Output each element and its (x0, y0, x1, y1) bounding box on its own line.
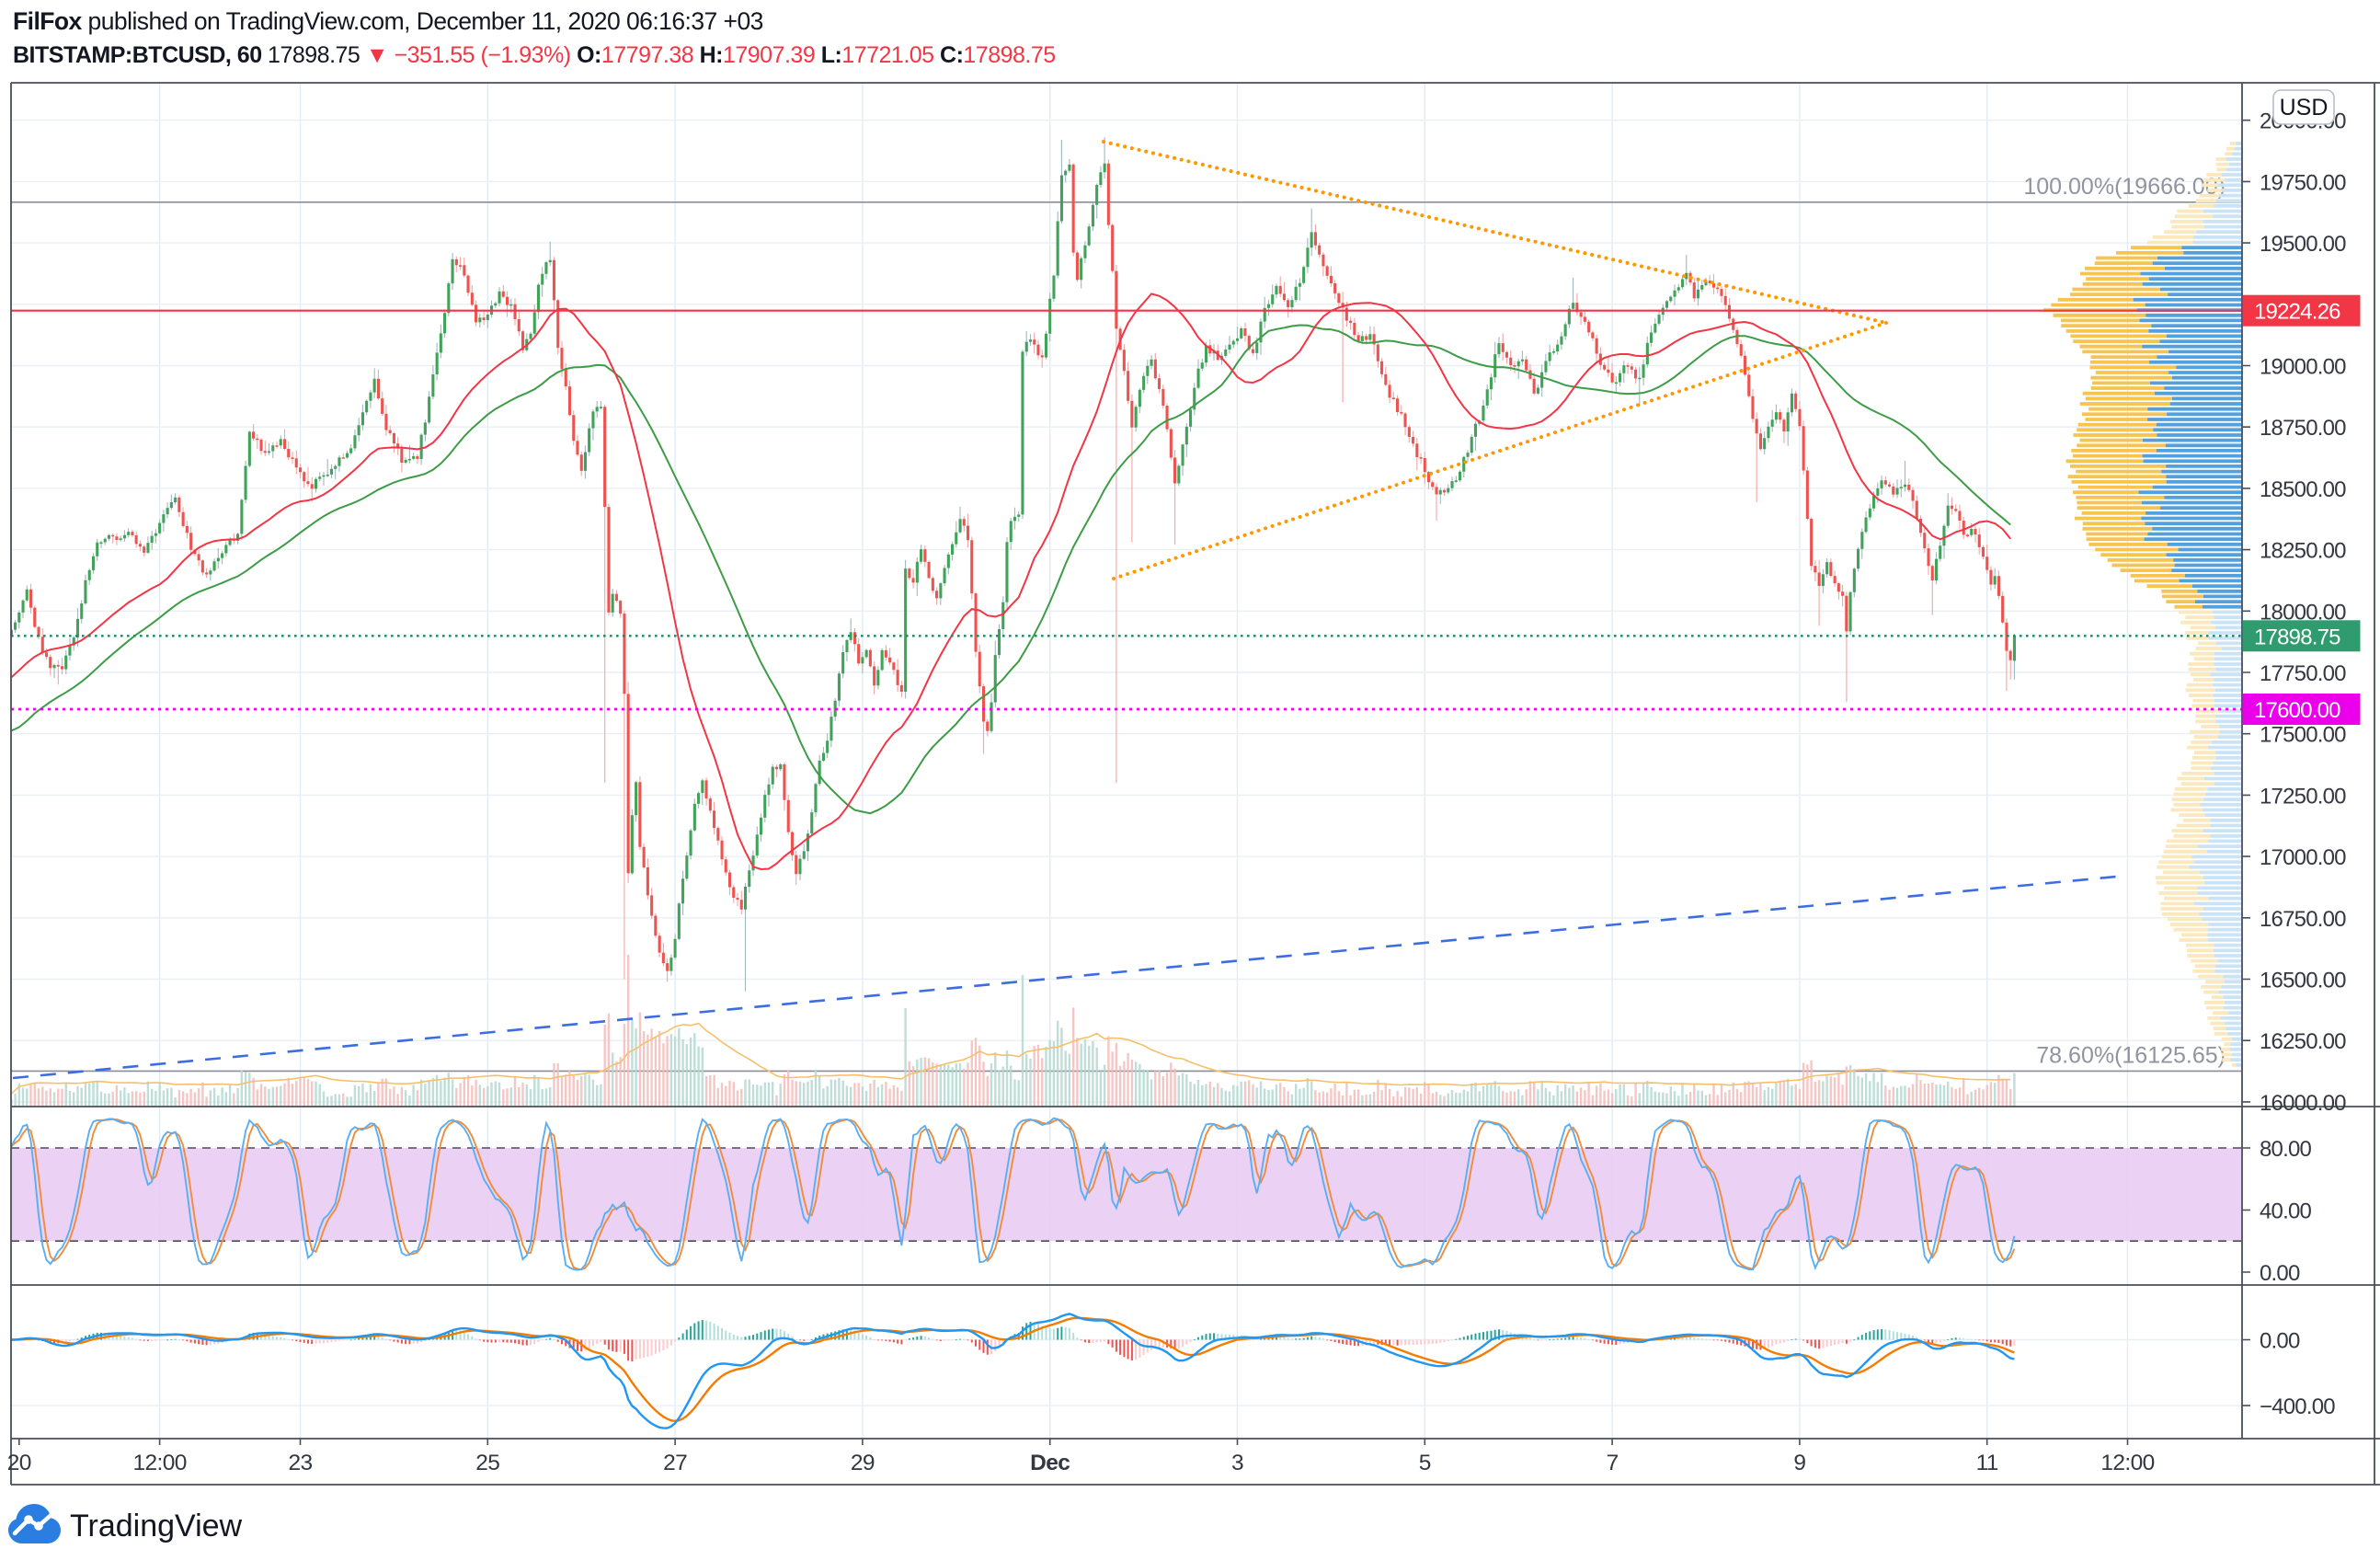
svg-text:17750.00: 17750.00 (2260, 661, 2346, 686)
svg-text:3: 3 (1231, 1451, 1243, 1475)
svg-text:17000.00: 17000.00 (2260, 845, 2346, 870)
svg-text:12:00: 12:00 (132, 1451, 186, 1475)
svg-text:12:00: 12:00 (2100, 1451, 2154, 1475)
svg-text:40.00: 40.00 (2260, 1199, 2312, 1224)
svg-text:19500.00: 19500.00 (2260, 232, 2346, 257)
svg-text:100.00%(19666.00): 100.00%(19666.00) (2023, 174, 2226, 200)
svg-text:17250.00: 17250.00 (2260, 784, 2346, 809)
svg-text:7: 7 (1607, 1451, 1619, 1475)
svg-text:18250.00: 18250.00 (2260, 539, 2346, 564)
svg-text:25: 25 (475, 1451, 499, 1475)
svg-text:TradingView: TradingView (70, 1509, 243, 1543)
svg-text:FilFox published on TradingVie: FilFox published on TradingView.com, Dec… (13, 7, 763, 35)
svg-text:BITSTAMP:BTCUSD, 60 17898.75: BITSTAMP:BTCUSD, 60 17898.75 ▼ −351.55 (… (13, 42, 1056, 68)
svg-text:23: 23 (288, 1451, 312, 1475)
svg-text:18750.00: 18750.00 (2260, 416, 2346, 441)
svg-text:16750.00: 16750.00 (2260, 907, 2346, 932)
svg-text:78.60%(16125.65): 78.60%(16125.65) (2036, 1042, 2226, 1068)
svg-text:80.00: 80.00 (2260, 1137, 2312, 1162)
svg-text:9: 9 (1793, 1451, 1805, 1475)
svg-text:0.00: 0.00 (2260, 1261, 2300, 1286)
svg-text:16500.00: 16500.00 (2260, 969, 2346, 993)
svg-text:20: 20 (7, 1451, 31, 1475)
svg-text:18500.00: 18500.00 (2260, 477, 2346, 502)
svg-text:19750.00: 19750.00 (2260, 170, 2346, 195)
svg-text:Dec: Dec (1030, 1451, 1070, 1475)
svg-text:27: 27 (663, 1451, 687, 1475)
svg-text:17500.00: 17500.00 (2260, 723, 2346, 748)
svg-text:USD: USD (2280, 95, 2329, 120)
svg-text:29: 29 (851, 1451, 875, 1475)
svg-text:16000.00: 16000.00 (2260, 1091, 2346, 1116)
svg-text:19224.26: 19224.26 (2254, 300, 2340, 325)
svg-text:5: 5 (1419, 1451, 1431, 1475)
svg-text:19000.00: 19000.00 (2260, 355, 2346, 380)
svg-text:16250.00: 16250.00 (2260, 1029, 2346, 1054)
svg-text:17600.00: 17600.00 (2254, 698, 2340, 723)
svg-text:11: 11 (1976, 1451, 1998, 1475)
svg-text:0.00: 0.00 (2260, 1329, 2300, 1354)
svg-text:17898.75: 17898.75 (2254, 625, 2340, 649)
svg-text:−400.00: −400.00 (2260, 1394, 2335, 1419)
